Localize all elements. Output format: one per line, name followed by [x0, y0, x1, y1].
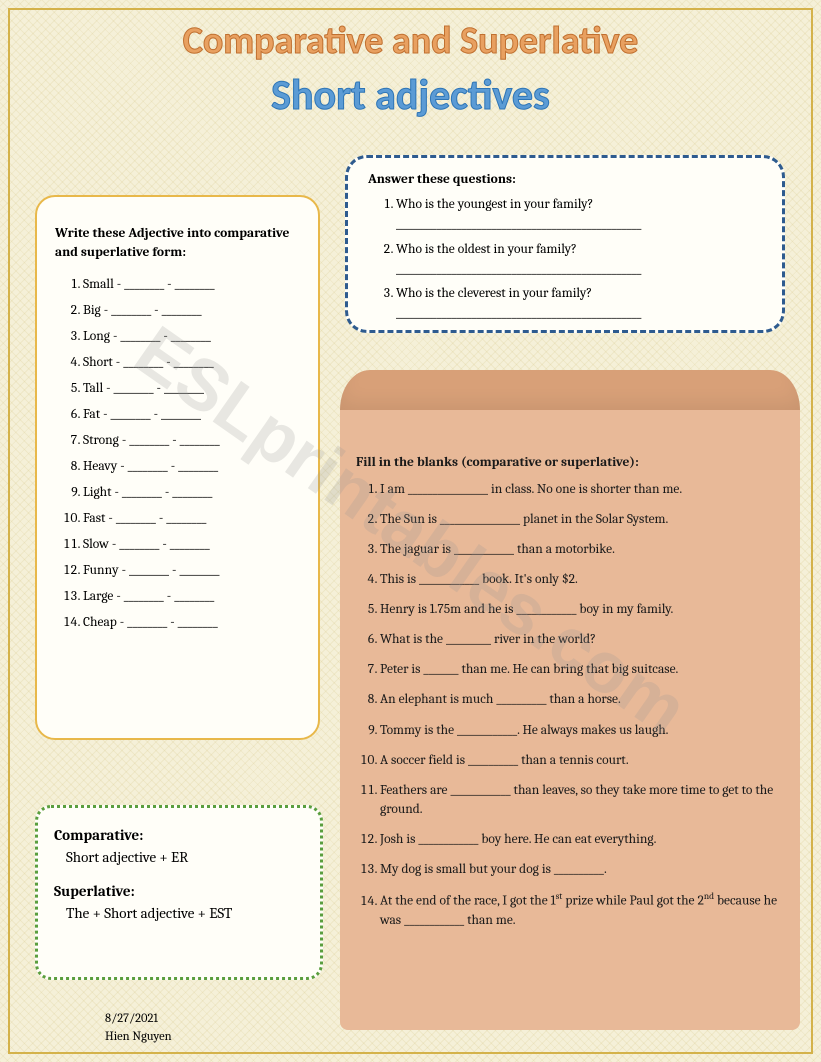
adj-item: Fast - ________ - ________	[83, 511, 300, 526]
footer-date: 8/27/2021	[105, 1011, 172, 1029]
fillin-item: Peter is _______ than me. He can bring t…	[380, 660, 786, 680]
rule2-body: The + Short adjective + EST	[66, 904, 304, 922]
rules-box: Comparative: Short adjective + ER Superl…	[35, 805, 323, 980]
fillin-item: An elephant is much __________ than a ho…	[380, 690, 786, 710]
fillin-item: The jaguar is ____________ than a motorb…	[380, 540, 786, 560]
adj-item: Small - ________ - ________	[83, 277, 300, 292]
text-part: At the end of the race, I got the 1	[380, 894, 556, 909]
questions-box: Answer these questions: Who is the young…	[345, 155, 785, 333]
adj-item: Heavy - ________ - ________	[83, 459, 300, 474]
adj-item: Short - ________ - ________	[83, 355, 300, 370]
text-part: prize while Paul got the 2	[562, 894, 703, 909]
fillin-content: Fill in the blanks (comparative or super…	[356, 455, 786, 942]
answer-line: ________________________________________…	[396, 215, 762, 235]
adj-item: Light - ________ - ________	[83, 485, 300, 500]
adj-item: Strong - ________ - ________	[83, 433, 300, 448]
rule1-body: Short adjective + ER	[66, 848, 304, 866]
fillin-heading: Fill in the blanks (comparative or super…	[356, 455, 786, 470]
adjectives-box: Write these Adjective into comparative a…	[35, 195, 320, 740]
fillin-item: I am ________________ in class. No one i…	[380, 480, 786, 500]
answer-line: ________________________________________…	[396, 304, 762, 324]
rule1-title: Comparative:	[54, 826, 304, 844]
fillin-item: My dog is small but your dog is ________…	[380, 860, 786, 880]
fillin-list: I am ________________ in class. No one i…	[356, 480, 786, 931]
questions-list: Who is the youngest in your family? ____…	[368, 195, 762, 325]
adj-item: Big - ________ - ________	[83, 303, 300, 318]
fillin-item: Feathers are ____________ than leaves, s…	[380, 781, 786, 820]
ordinal-sup: nd	[704, 891, 714, 902]
title-main: Comparative and Superlative	[0, 18, 821, 64]
adj-item: Funny - ________ - ________	[83, 563, 300, 578]
questions-heading: Answer these questions:	[368, 172, 762, 187]
adjectives-list: Small - ________ - ________ Big - ______…	[55, 277, 300, 630]
footer-author: Hien Nguyen	[105, 1029, 172, 1047]
question-item: Who is the cleverest in your family? ___…	[396, 284, 762, 325]
adj-item: Fat - ________ - ________	[83, 407, 300, 422]
fillin-item: Tommy is the ____________. He always mak…	[380, 721, 786, 741]
rule2-title: Superlative:	[54, 882, 304, 900]
fillin-item: Henry is 1.75m and he is ____________ bo…	[380, 600, 786, 620]
adj-item: Slow - ________ - ________	[83, 537, 300, 552]
adj-item: Tall - ________ - ________	[83, 381, 300, 396]
adj-item: Long - ________ - ________	[83, 329, 300, 344]
footer: 8/27/2021 Hien Nguyen	[105, 1011, 172, 1046]
fillin-item: Josh is ____________ boy here. He can ea…	[380, 830, 786, 850]
adjectives-heading: Write these Adjective into comparative a…	[55, 225, 300, 263]
adj-item: Cheap - ________ - ________	[83, 615, 300, 630]
fillin-item: What is the _________ river in the world…	[380, 630, 786, 650]
question-item: Who is the youngest in your family? ____…	[396, 195, 762, 236]
question-text: Who is the cleverest in your family?	[396, 286, 592, 301]
fillin-item-14: At the end of the race, I got the 1st pr…	[380, 890, 786, 931]
adj-item: Large - ________ - ________	[83, 589, 300, 604]
fillin-item: A soccer field is __________ than a tenn…	[380, 751, 786, 771]
fillin-scroll: Fill in the blanks (comparative or super…	[330, 350, 800, 1030]
question-item: Who is the oldest in your family? ______…	[396, 240, 762, 281]
question-text: Who is the youngest in your family?	[396, 197, 593, 212]
fillin-item: This is ____________ book. It's only $2.	[380, 570, 786, 590]
answer-line: ________________________________________…	[396, 260, 762, 280]
title-sub: Short adjectives	[0, 70, 821, 121]
fillin-item: The Sun is ________________ planet in th…	[380, 510, 786, 530]
question-text: Who is the oldest in your family?	[396, 242, 577, 257]
